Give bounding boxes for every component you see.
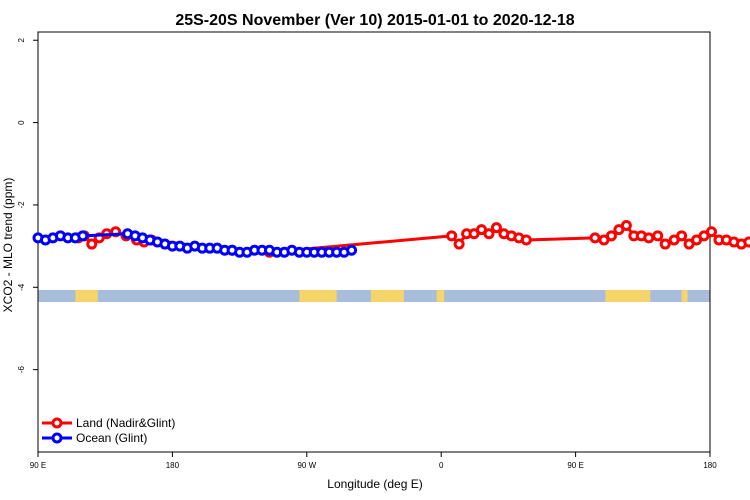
series-land-point	[652, 230, 664, 242]
land-band-segment-1	[299, 290, 337, 302]
chart-title: 25S-20S November (Ver 10) 2015-01-01 to …	[175, 12, 574, 29]
y-tick-label: -4	[17, 283, 26, 291]
x-tick-label: 180	[166, 461, 180, 470]
series-land-point	[483, 228, 495, 240]
x-tick-label: 90 E	[567, 461, 583, 470]
legend-swatch-land-marker	[51, 417, 63, 429]
legend-label-land: Land (Nadir&Glint)	[76, 416, 175, 430]
legend-label-ocean: Ocean (Glint)	[76, 431, 147, 445]
series-land-point	[743, 236, 750, 248]
land-band-segment-3	[436, 290, 445, 302]
series-land-point	[605, 230, 617, 242]
land-band-segment-5	[681, 290, 688, 302]
series-land-point	[453, 238, 465, 250]
series-land-point	[659, 238, 671, 250]
series-ocean	[32, 228, 358, 258]
x-axis: 90 E 180 90 W 0 90 E 180	[30, 452, 717, 470]
series-land-point	[490, 222, 502, 234]
series-land-point	[589, 232, 601, 244]
land-band-segments	[75, 290, 688, 302]
series-land-point	[86, 238, 98, 250]
land-band-segment-2	[371, 290, 404, 302]
y-tick-label: 0	[17, 120, 26, 125]
y-axis: 2 0 -2 -4 -6	[17, 37, 38, 373]
y-tick-label: -2	[17, 201, 26, 209]
x-tick-label: 180	[703, 461, 717, 470]
series-land-point	[676, 230, 688, 242]
legend: Land (Nadir&Glint) Ocean (Glint)	[42, 416, 175, 445]
series-land-point	[520, 234, 532, 246]
series-land-point	[705, 226, 717, 238]
x-tick-label: 90 E	[30, 461, 46, 470]
y-tick-label: 2	[17, 37, 26, 42]
y-axis-label: XCO2 - MLO trend (ppm)	[1, 178, 15, 313]
band	[38, 290, 710, 302]
series-land-point	[446, 230, 458, 242]
series-ocean-point	[77, 230, 89, 242]
y-tick-label: -6	[17, 366, 26, 374]
x-tick-label: 0	[439, 461, 444, 470]
legend-swatch-ocean-marker	[51, 432, 63, 444]
land-band-segment-0	[75, 290, 98, 302]
series-land-point	[643, 232, 655, 244]
x-axis-label: Longitude (deg E)	[327, 477, 422, 491]
series-ocean-point	[346, 244, 358, 256]
land-band-segment-4	[605, 290, 651, 302]
series-land	[72, 220, 750, 258]
x-tick-label: 90 W	[297, 461, 316, 470]
series-land-point	[620, 220, 632, 232]
